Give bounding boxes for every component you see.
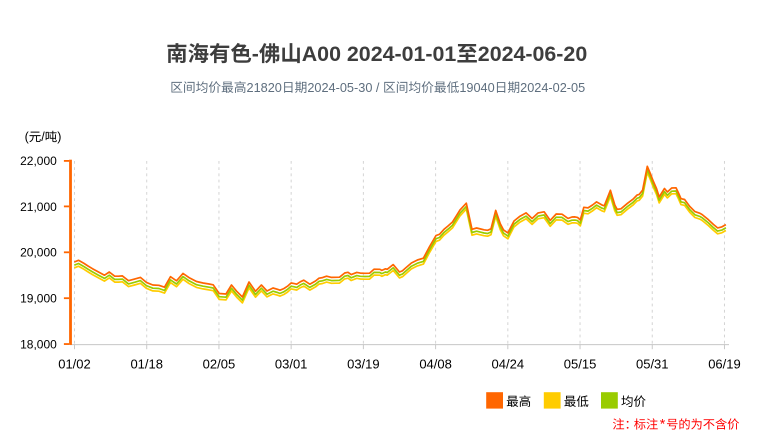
svg-text:03/19: 03/19 [347, 357, 380, 372]
svg-text:19040: 19040 [459, 80, 494, 95]
svg-text:22,000: 22,000 [20, 154, 57, 168]
svg-text:05/31: 05/31 [636, 357, 669, 372]
svg-text:01/18: 01/18 [130, 357, 163, 372]
svg-text:01/02: 01/02 [58, 357, 91, 372]
svg-text:2024-06-20: 2024-06-20 [478, 42, 588, 66]
svg-text:18,000: 18,000 [20, 337, 57, 351]
svg-text:2024-02-05: 2024-02-05 [520, 80, 585, 95]
svg-text:06/19: 06/19 [708, 357, 741, 372]
svg-text:21,000: 21,000 [20, 200, 57, 214]
svg-text:(: ( [25, 130, 30, 144]
svg-text:*: * [660, 417, 666, 433]
svg-text:05/15: 05/15 [564, 357, 597, 372]
svg-text:): ) [57, 130, 61, 144]
svg-text:02/05: 02/05 [203, 357, 236, 372]
svg-text:04/24: 04/24 [492, 357, 525, 372]
svg-text:21820: 21820 [247, 80, 282, 95]
svg-text:19,000: 19,000 [20, 292, 57, 306]
svg-text:20,000: 20,000 [20, 246, 57, 260]
svg-text:03/01: 03/01 [275, 357, 308, 372]
svg-text:/: / [41, 130, 45, 144]
svg-text:-: - [252, 42, 259, 66]
svg-text:2024-05-30 /: 2024-05-30 / [307, 80, 380, 95]
svg-text:04/08: 04/08 [419, 357, 452, 372]
svg-text:A00 2024-01-01: A00 2024-01-01 [302, 42, 457, 66]
